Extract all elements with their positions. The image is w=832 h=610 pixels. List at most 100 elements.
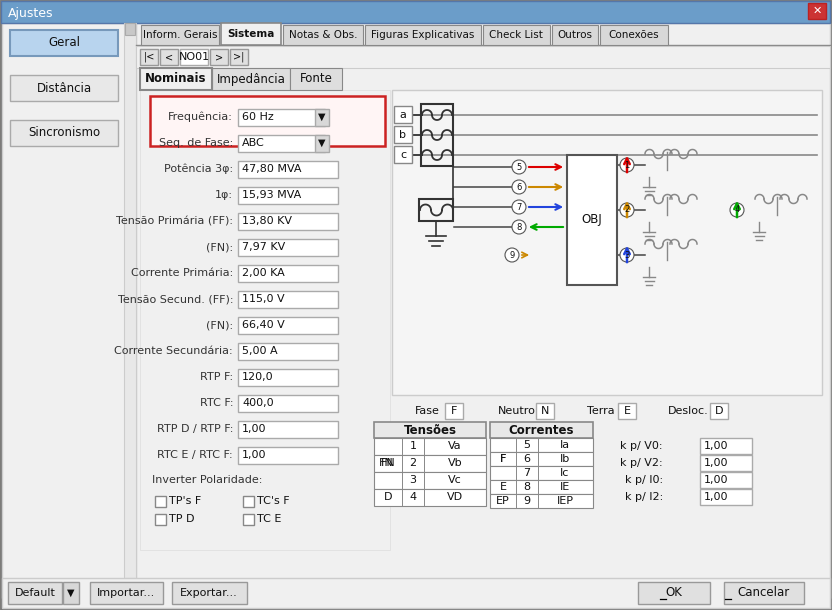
FancyBboxPatch shape	[160, 49, 178, 65]
Text: 60 Hz: 60 Hz	[242, 112, 274, 122]
FancyBboxPatch shape	[10, 75, 118, 101]
FancyBboxPatch shape	[490, 480, 593, 494]
FancyBboxPatch shape	[238, 369, 338, 386]
Text: 1,00: 1,00	[704, 492, 729, 502]
Text: k p/ I0:: k p/ I0:	[625, 475, 663, 485]
FancyBboxPatch shape	[700, 438, 752, 454]
FancyBboxPatch shape	[315, 109, 329, 126]
Text: Vb: Vb	[448, 458, 463, 468]
Text: Ajustes: Ajustes	[8, 7, 53, 20]
Text: 1,00: 1,00	[242, 424, 266, 434]
Text: Check List: Check List	[489, 30, 543, 40]
FancyBboxPatch shape	[2, 23, 136, 598]
Text: RTC F:: RTC F:	[200, 398, 233, 408]
Circle shape	[620, 248, 634, 262]
Text: IEP: IEP	[557, 496, 573, 506]
Text: ✕: ✕	[812, 6, 822, 16]
FancyBboxPatch shape	[243, 496, 254, 507]
FancyBboxPatch shape	[150, 96, 385, 146]
Circle shape	[512, 200, 526, 214]
FancyBboxPatch shape	[63, 582, 79, 604]
Circle shape	[512, 180, 526, 194]
FancyBboxPatch shape	[490, 452, 593, 466]
FancyBboxPatch shape	[536, 403, 554, 419]
Circle shape	[620, 203, 634, 217]
Text: 1,00: 1,00	[704, 441, 729, 451]
FancyBboxPatch shape	[10, 30, 118, 56]
Circle shape	[512, 160, 526, 174]
Text: b: b	[399, 130, 407, 140]
Text: RTP D / RTP F:: RTP D / RTP F:	[156, 424, 233, 434]
Text: 4: 4	[409, 492, 417, 502]
Text: 1: 1	[624, 160, 630, 170]
Text: k p/ V2:: k p/ V2:	[621, 458, 663, 468]
FancyBboxPatch shape	[394, 106, 412, 123]
Text: Ic: Ic	[560, 468, 570, 478]
FancyBboxPatch shape	[230, 49, 248, 65]
Text: 8: 8	[517, 223, 522, 232]
FancyBboxPatch shape	[700, 489, 752, 505]
Text: Exportar...: Exportar...	[180, 588, 238, 598]
Text: 15,93 MVA: 15,93 MVA	[242, 190, 301, 200]
Text: Nominais: Nominais	[146, 73, 206, 85]
Text: 5: 5	[523, 440, 531, 450]
Text: D: D	[384, 492, 392, 502]
Text: Default: Default	[15, 588, 56, 598]
Text: 7: 7	[517, 203, 522, 212]
FancyBboxPatch shape	[8, 582, 62, 604]
FancyBboxPatch shape	[394, 146, 412, 163]
FancyBboxPatch shape	[125, 23, 135, 35]
Text: 2: 2	[624, 206, 630, 215]
Text: 2: 2	[409, 458, 417, 468]
Text: ▼: ▼	[319, 138, 326, 148]
FancyBboxPatch shape	[238, 343, 338, 360]
Text: F: F	[500, 454, 506, 464]
Text: k p/ V0:: k p/ V0:	[621, 441, 663, 451]
FancyBboxPatch shape	[567, 155, 617, 285]
Text: <: <	[165, 52, 173, 62]
Text: Distância: Distância	[37, 82, 92, 95]
Text: Inverter Polaridade:: Inverter Polaridade:	[152, 475, 262, 485]
Text: ▼: ▼	[319, 112, 326, 122]
Text: 13,80 KV: 13,80 KV	[242, 216, 292, 226]
Text: Seq. de Fase:: Seq. de Fase:	[159, 138, 233, 148]
FancyBboxPatch shape	[600, 25, 668, 45]
Text: Ia: Ia	[560, 440, 570, 450]
Text: (FN):: (FN):	[206, 320, 233, 330]
Text: Tensões: Tensões	[404, 423, 457, 437]
FancyBboxPatch shape	[374, 455, 486, 472]
Text: a: a	[399, 110, 407, 120]
Text: ▼: ▼	[67, 588, 75, 598]
Text: OK: OK	[666, 586, 682, 600]
FancyBboxPatch shape	[700, 455, 752, 471]
FancyBboxPatch shape	[445, 403, 463, 419]
Text: Vc: Vc	[448, 475, 462, 485]
Text: 8: 8	[523, 482, 531, 492]
FancyBboxPatch shape	[374, 438, 486, 455]
Text: 5: 5	[517, 162, 522, 171]
Circle shape	[505, 248, 519, 262]
FancyBboxPatch shape	[238, 109, 325, 126]
Text: Impedância: Impedância	[216, 73, 285, 85]
FancyBboxPatch shape	[172, 582, 247, 604]
FancyBboxPatch shape	[290, 68, 342, 90]
FancyBboxPatch shape	[136, 23, 830, 598]
Text: ABC: ABC	[242, 138, 265, 148]
Text: >: >	[215, 52, 223, 62]
Text: E: E	[623, 406, 631, 416]
FancyBboxPatch shape	[238, 213, 338, 230]
Text: Corrente Primária:: Corrente Primária:	[131, 268, 233, 278]
Text: Tensão Primária (FF):: Tensão Primária (FF):	[116, 216, 233, 226]
Text: NO01: NO01	[178, 52, 210, 62]
Text: 9: 9	[509, 251, 515, 259]
FancyBboxPatch shape	[374, 472, 486, 489]
FancyBboxPatch shape	[638, 582, 710, 604]
Text: OBJ: OBJ	[582, 214, 602, 226]
Text: TP D: TP D	[169, 514, 195, 525]
Text: Figuras Explicativas: Figuras Explicativas	[371, 30, 475, 40]
Text: Outros: Outros	[557, 30, 592, 40]
Circle shape	[512, 220, 526, 234]
Text: Potência 3φ:: Potência 3φ:	[164, 163, 233, 174]
Text: 3: 3	[409, 475, 417, 485]
Text: EP: EP	[496, 496, 510, 506]
